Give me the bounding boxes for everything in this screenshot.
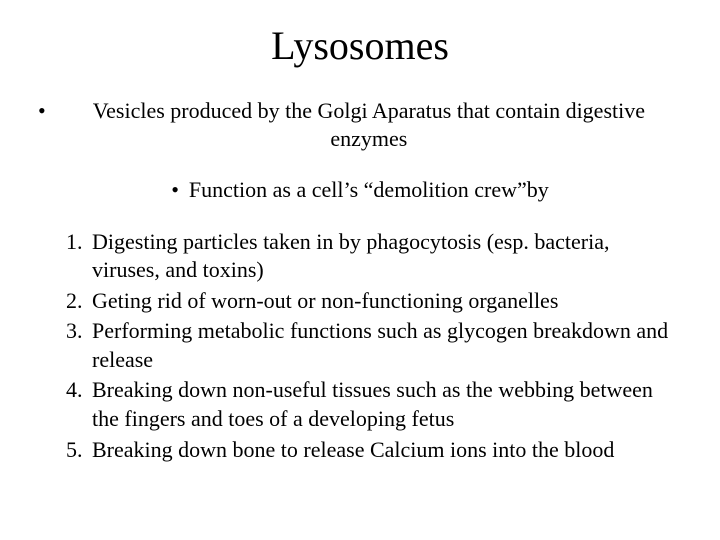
- list-number: 5.: [66, 436, 92, 465]
- list-item: 5. Breaking down bone to release Calcium…: [66, 436, 682, 465]
- list-text: Breaking down bone to release Calcium io…: [92, 436, 682, 465]
- bullet-2-block: • Function as a cell’s “demolition crew”…: [38, 176, 682, 204]
- list-item: 2. Geting rid of worn-out or non-functio…: [66, 287, 682, 316]
- bullet-1-text: Vesicles produced by the Golgi Aparatus …: [56, 97, 682, 152]
- list-number: 4.: [66, 376, 92, 405]
- bullet-dot-icon: •: [171, 176, 179, 204]
- bullet-1-line: • Vesicles produced by the Golgi Aparatu…: [38, 97, 682, 152]
- bullet-dot-icon: •: [38, 97, 46, 152]
- list-number: 1.: [66, 228, 92, 257]
- list-text: Geting rid of worn-out or non-functionin…: [92, 287, 682, 316]
- list-item: 3. Performing metabolic functions such a…: [66, 317, 682, 374]
- bullet-2-text: Function as a cell’s “demolition crew”by: [189, 176, 549, 204]
- list-text: Performing metabolic functions such as g…: [92, 317, 682, 374]
- bullet-1-block: • Vesicles produced by the Golgi Aparatu…: [38, 97, 682, 152]
- slide-title: Lysosomes: [38, 22, 682, 69]
- list-number: 2.: [66, 287, 92, 316]
- list-text: Digesting particles taken in by phagocyt…: [92, 228, 682, 285]
- numbered-list: 1. Digesting particles taken in by phago…: [38, 228, 682, 465]
- bullet-2-line: • Function as a cell’s “demolition crew”…: [38, 176, 682, 204]
- slide: Lysosomes • Vesicles produced by the Gol…: [0, 0, 720, 540]
- list-item: 4. Breaking down non-useful tissues such…: [66, 376, 682, 433]
- list-item: 1. Digesting particles taken in by phago…: [66, 228, 682, 285]
- list-number: 3.: [66, 317, 92, 346]
- list-text: Breaking down non-useful tissues such as…: [92, 376, 682, 433]
